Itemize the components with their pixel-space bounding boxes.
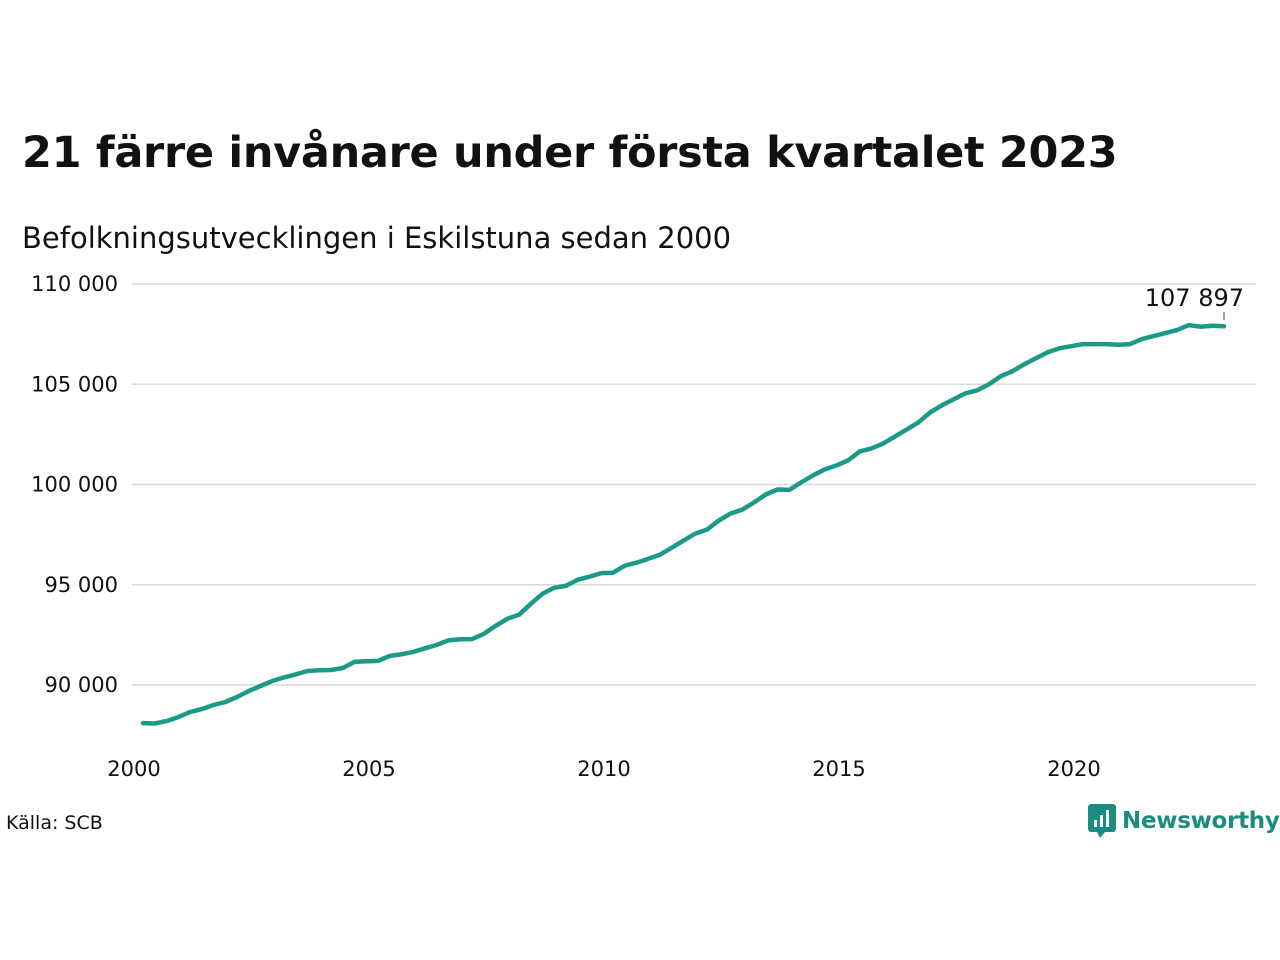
series-layer — [140, 322, 1227, 726]
grid-lines — [132, 283, 1256, 686]
brand-logo[interactable]: Newsworthy — [1088, 804, 1280, 838]
x-tick-label: 2010 — [577, 757, 630, 781]
series-line — [140, 322, 1227, 726]
annotation-layer: 107 897 — [1145, 284, 1244, 321]
chart-subtitle: Befolkningsutvecklingen i Eskilstuna sed… — [22, 221, 732, 255]
y-tick-label: 110 000 — [31, 272, 118, 296]
source-note: Källa: SCB — [6, 812, 103, 834]
y-tick-label: 105 000 — [31, 372, 118, 396]
y-tick-label: 95 000 — [45, 573, 118, 597]
brand-name: Newsworthy — [1122, 808, 1280, 834]
y-tick-label: 100 000 — [31, 473, 118, 497]
x-tick-label: 2005 — [342, 757, 395, 781]
y-tick-label: 90 000 — [45, 673, 118, 697]
y-axis-labels: 90 000 95 000 100 000 105 000 110 000 — [31, 272, 118, 697]
x-tick-label: 2000 — [107, 757, 160, 781]
end-value-label: 107 897 — [1145, 284, 1244, 312]
chart-title: 21 färre invånare under första kvartalet… — [22, 128, 1118, 178]
x-tick-label: 2015 — [812, 757, 865, 781]
x-tick-label: 2020 — [1047, 757, 1100, 781]
newsworthy-logo-icon — [1088, 804, 1116, 838]
x-axis-labels: 2000 2005 2010 2015 2020 — [107, 757, 1100, 781]
